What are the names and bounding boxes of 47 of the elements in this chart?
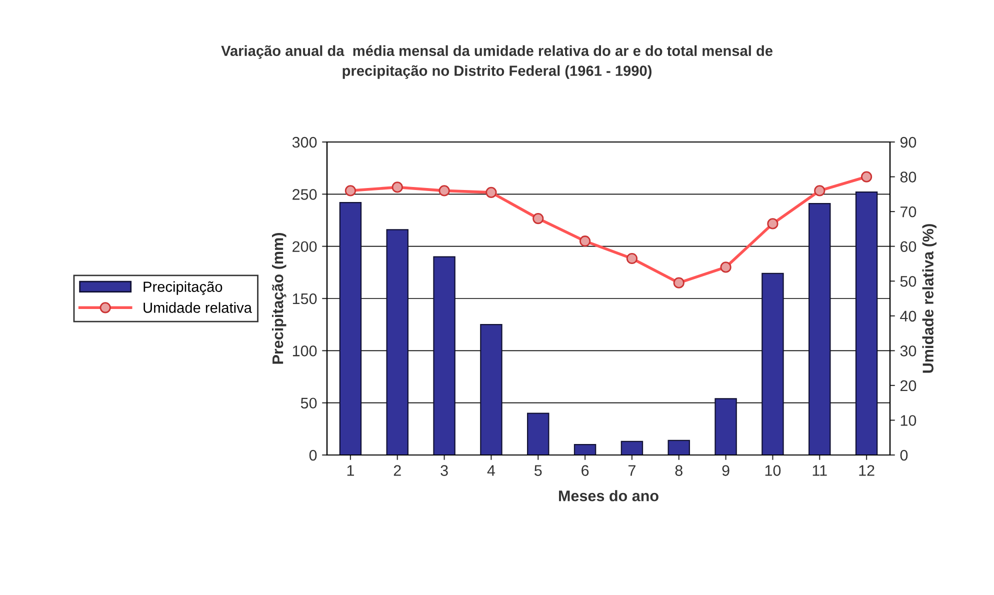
y2-tick-label: 60 bbox=[900, 241, 916, 252]
y2-tick-label: 30 bbox=[900, 346, 916, 356]
bar bbox=[574, 444, 596, 455]
y2-tick-label: 0 bbox=[900, 450, 908, 461]
bar bbox=[433, 256, 456, 455]
y2-tick-label: 40 bbox=[900, 310, 916, 322]
x-axis-title: Meses do ano bbox=[559, 490, 658, 502]
bar bbox=[339, 202, 362, 455]
bar bbox=[855, 192, 878, 455]
y-tick-label: 150 bbox=[292, 293, 317, 304]
x-tick-label: 11 bbox=[812, 465, 827, 476]
x-tick-label: 1 bbox=[347, 465, 354, 476]
x-tick-label: 7 bbox=[628, 465, 636, 476]
y2-tick-label: 20 bbox=[900, 380, 916, 392]
bar bbox=[527, 412, 550, 455]
x-tick-label: 6 bbox=[582, 465, 589, 476]
x-tick-label: 8 bbox=[675, 465, 682, 476]
y2-axis-title: Umidade relativa (%) bbox=[922, 224, 937, 373]
bar bbox=[762, 272, 784, 455]
x-tick-label: 10 bbox=[765, 465, 781, 476]
y2-tick-label: 10 bbox=[900, 415, 916, 426]
y-tick-label: 50 bbox=[300, 398, 317, 409]
x-tick-label: 2 bbox=[394, 465, 401, 476]
y-tick-label: 100 bbox=[292, 346, 317, 356]
y-tick-label: 0 bbox=[309, 450, 317, 461]
bar bbox=[808, 203, 831, 455]
legend-label: Precipitação bbox=[144, 281, 222, 295]
x-tick-label: 12 bbox=[859, 465, 874, 476]
y-axis-title: Precipitação (mm) bbox=[272, 233, 286, 364]
x-tick-label: 5 bbox=[534, 465, 542, 476]
bar bbox=[714, 398, 737, 455]
y2-tick-label: 80 bbox=[900, 172, 916, 182]
x-tick-label: 4 bbox=[487, 465, 496, 476]
bar bbox=[620, 440, 644, 455]
bar bbox=[480, 324, 502, 455]
y2-tick-label: 70 bbox=[900, 206, 916, 218]
y-tick-label: 300 bbox=[292, 136, 317, 148]
y-tick-label: 200 bbox=[292, 241, 317, 252]
y2-tick-label: 50 bbox=[900, 276, 916, 287]
x-tick-label: 3 bbox=[440, 465, 448, 476]
y2-tick-label: 90 bbox=[900, 136, 916, 148]
y-tick-label: 250 bbox=[292, 189, 317, 200]
x-tick-label: 9 bbox=[722, 465, 730, 476]
bar bbox=[386, 229, 408, 455]
bar bbox=[668, 440, 690, 455]
chart-title: Variação anual da média mensal da umidade relativa do ar e do total mensal de precipitação no Distrito Federal (1961 - 1990) bbox=[221, 45, 772, 79]
legend-label: Umidade relativa bbox=[144, 302, 252, 313]
